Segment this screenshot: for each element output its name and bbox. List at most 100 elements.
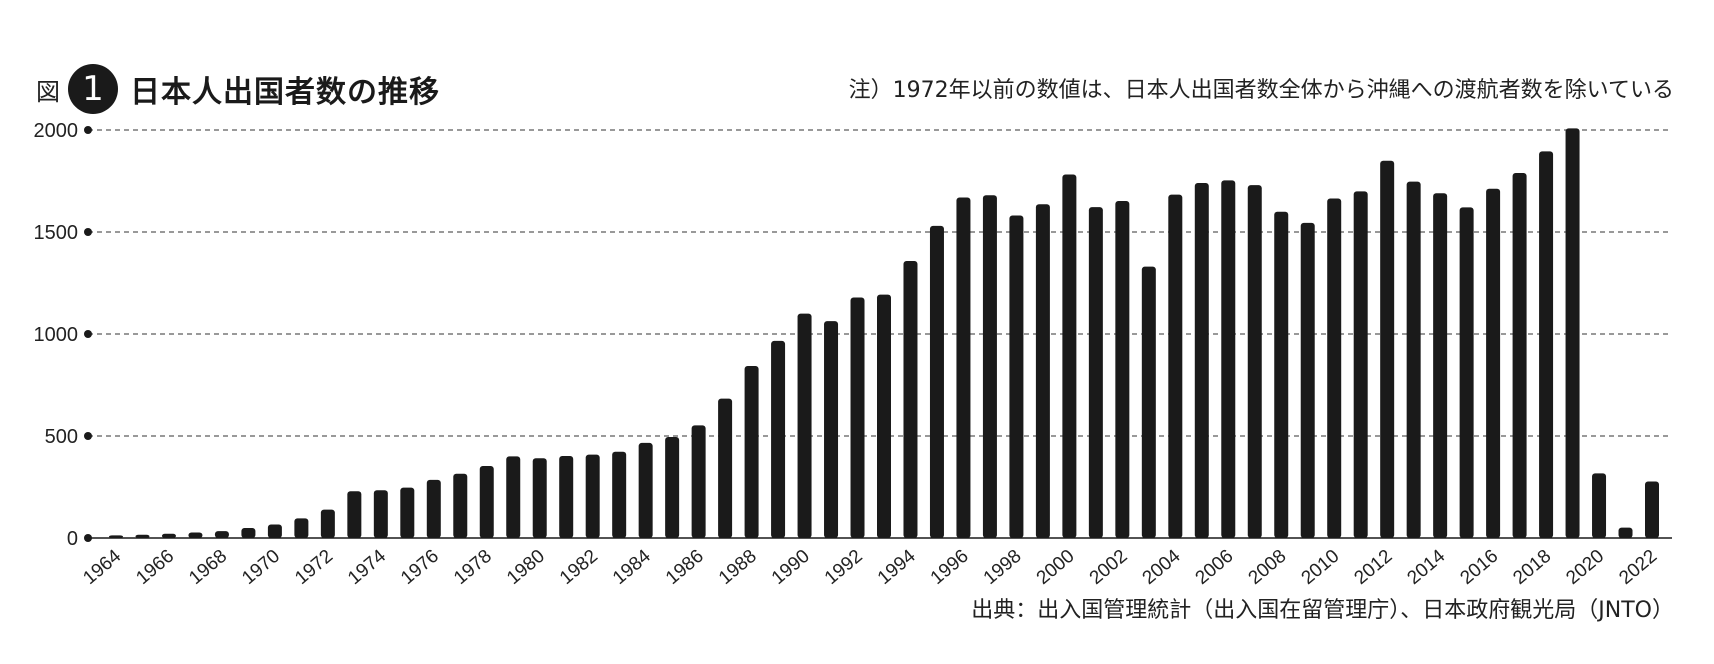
y-tick-dot [84, 330, 92, 338]
bar [1168, 194, 1183, 538]
x-tick-label: 2006 [1192, 546, 1238, 589]
y-tick-dot [84, 432, 92, 440]
bar [797, 313, 812, 538]
bar [426, 479, 441, 538]
bar [559, 455, 574, 538]
bar [585, 454, 600, 538]
bar [161, 533, 176, 538]
bar [1618, 527, 1633, 538]
bar [824, 321, 839, 538]
bar [1035, 204, 1050, 539]
y-tick-dot [84, 126, 92, 134]
bar [1274, 211, 1289, 538]
x-tick-label: 1984 [609, 545, 655, 589]
x-tick-label: 1980 [503, 546, 549, 589]
bar [1380, 160, 1395, 538]
bar [400, 487, 415, 538]
x-tick-label: 1982 [556, 546, 602, 589]
x-tick-label: 2000 [1033, 546, 1079, 589]
bar [532, 458, 547, 538]
bar [135, 534, 150, 538]
x-tick-label: 1970 [238, 546, 284, 589]
bar [1565, 128, 1580, 539]
chart-source: 出典：出入国管理統計（出入国在留管理庁）、日本政府観光局（JNTO） [971, 598, 1674, 623]
bar [1353, 191, 1368, 539]
x-tick-label: 2002 [1086, 546, 1132, 589]
bar [903, 260, 918, 538]
bar [214, 531, 229, 538]
bar [665, 437, 680, 538]
y-tick-label: 1500 [34, 222, 79, 244]
bar [373, 490, 388, 538]
bar [1088, 207, 1103, 538]
x-tick-label: 2008 [1245, 546, 1291, 589]
bar [294, 518, 309, 538]
bar [1300, 222, 1315, 538]
bar [638, 442, 653, 538]
figure-prefix: 図 [36, 77, 60, 106]
x-tick-label: 1992 [821, 546, 867, 589]
x-tick-label: 1998 [980, 546, 1026, 589]
x-tick-label: 1996 [927, 546, 973, 589]
bar [1247, 185, 1262, 538]
bar [744, 366, 759, 538]
bar [479, 465, 494, 538]
bar [1194, 183, 1209, 539]
x-tick-label: 1964 [79, 545, 125, 589]
bar-chart: 0 500 1000 1500 2000 1964 1966 1968 1970 1972 1974… [34, 120, 1672, 589]
x-tick-label: 2010 [1298, 546, 1344, 589]
x-tick-label: 2018 [1509, 546, 1555, 589]
y-tick-label: 500 [45, 426, 78, 448]
x-tick-label: 2016 [1456, 546, 1502, 589]
bar [506, 456, 521, 538]
x-tick-label: 2012 [1350, 546, 1396, 589]
bar [1141, 266, 1156, 538]
bar [1062, 174, 1077, 539]
x-tick-label: 2014 [1403, 545, 1449, 589]
bar [877, 294, 891, 538]
chart-note: 注）1972年以前の数値は、日本人出国者数全体から沖縄への渡航者数を除いている [848, 78, 1674, 103]
x-tick-label: 2020 [1562, 546, 1608, 589]
bar [929, 225, 944, 538]
y-tick-label: 1000 [34, 324, 79, 346]
bar [1327, 198, 1342, 538]
x-tick-label: 1988 [715, 546, 761, 589]
bar [1009, 215, 1024, 538]
bar [718, 398, 733, 538]
x-tick-label: 1968 [185, 546, 231, 589]
bar [241, 528, 256, 538]
x-tick-label: 1990 [768, 546, 814, 589]
bar [1433, 193, 1448, 539]
bar [267, 524, 282, 538]
chart-title-block: 図 1 日本人出国者数の推移 [36, 62, 440, 116]
bar [771, 340, 786, 538]
bar [453, 473, 468, 538]
bar [1592, 473, 1607, 538]
bar [188, 532, 203, 538]
bar [612, 451, 627, 538]
x-tick-label: 1978 [450, 546, 496, 589]
x-tick-label: 2004 [1139, 545, 1185, 589]
bar [1645, 481, 1659, 538]
x-tick-label: 1994 [874, 545, 920, 589]
bar [347, 491, 362, 538]
bar [1512, 173, 1527, 538]
bar [1459, 207, 1474, 539]
bar [956, 197, 971, 539]
bar [1539, 151, 1554, 539]
bar [109, 535, 123, 538]
bar [1486, 188, 1501, 538]
y-tick-label: 2000 [34, 120, 79, 142]
x-tick-label: 1972 [291, 546, 337, 589]
bar [982, 195, 997, 538]
x-tick-label: 1974 [344, 545, 390, 589]
bar [691, 425, 706, 538]
y-tick-label: 0 [67, 528, 78, 550]
x-tick-label: 1966 [132, 546, 178, 589]
bar [1115, 200, 1130, 538]
x-tick-label: 1976 [397, 546, 443, 589]
bar [320, 509, 335, 538]
bar [850, 297, 865, 538]
x-tick-label: 1986 [662, 546, 708, 589]
bar [1221, 180, 1236, 538]
